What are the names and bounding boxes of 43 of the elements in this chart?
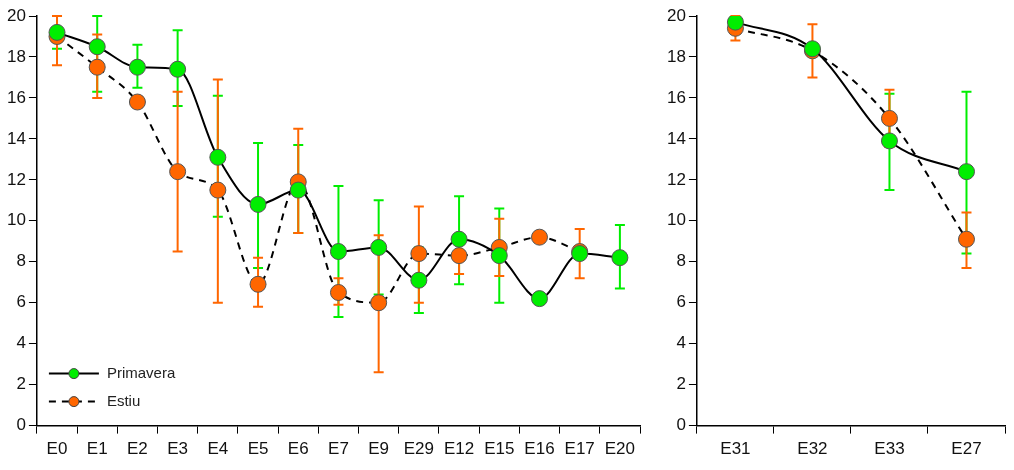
x-tick-label: E16 bbox=[524, 439, 555, 459]
x-tick-label: E9 bbox=[368, 439, 390, 459]
x-tick-label: E4 bbox=[207, 439, 229, 459]
x-tick-label: E2 bbox=[127, 439, 148, 459]
y-tick-label: 10 bbox=[6, 210, 26, 230]
y-tick-label: 14 bbox=[6, 128, 26, 148]
y-tick-label: 16 bbox=[666, 87, 686, 107]
y-tick-label: 0 bbox=[676, 415, 686, 435]
legend-label: Primavera bbox=[106, 363, 176, 381]
y-tick-label: 16 bbox=[6, 87, 26, 107]
legend-label: Estiu bbox=[106, 391, 141, 409]
y-tick-label: 8 bbox=[676, 251, 686, 271]
y-tick-label: 10 bbox=[666, 210, 686, 230]
y-tick-label: 8 bbox=[16, 251, 26, 271]
y-tick-label: 2 bbox=[16, 374, 26, 394]
x-tick-label: E20 bbox=[604, 439, 636, 459]
x-tick-label: E27 bbox=[951, 439, 982, 459]
y-tick-label: 6 bbox=[676, 292, 686, 312]
x-tick-label: E17 bbox=[564, 439, 595, 459]
x-tick-label: E15 bbox=[484, 439, 515, 459]
x-tick-label: E5 bbox=[247, 439, 269, 459]
y-tick-label: 12 bbox=[6, 169, 26, 189]
x-tick-label: E31 bbox=[720, 439, 751, 459]
y-tick-label: 4 bbox=[16, 333, 26, 353]
y-tick-label: 12 bbox=[666, 169, 686, 189]
y-tick-label: 20 bbox=[6, 5, 26, 25]
x-tick-label: E33 bbox=[874, 439, 905, 459]
x-tick-label: E6 bbox=[287, 439, 309, 459]
y-tick-label: 6 bbox=[16, 292, 26, 312]
y-tick-label: 18 bbox=[666, 46, 686, 66]
y-tick-label: 2 bbox=[676, 374, 686, 394]
y-tick-label: 4 bbox=[676, 333, 686, 353]
x-tick-label: E7 bbox=[328, 439, 349, 459]
x-tick-label: E12 bbox=[443, 439, 475, 459]
y-tick-label: 20 bbox=[666, 5, 686, 25]
y-tick-label: 18 bbox=[6, 46, 26, 66]
x-tick-label: E29 bbox=[403, 439, 434, 459]
y-tick-label: 14 bbox=[666, 128, 686, 148]
x-tick-label: E0 bbox=[46, 439, 68, 459]
x-tick-label: E3 bbox=[167, 439, 189, 459]
y-tick-label: 0 bbox=[16, 415, 26, 435]
x-tick-label: E32 bbox=[797, 439, 828, 459]
x-tick-label: E1 bbox=[86, 439, 108, 459]
